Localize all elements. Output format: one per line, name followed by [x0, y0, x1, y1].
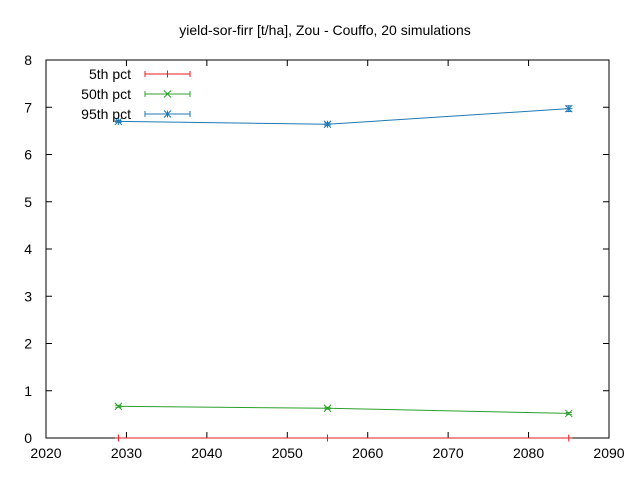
legend-marker [163, 90, 172, 98]
data-point [565, 434, 573, 442]
y-tick-label: 6 [24, 147, 32, 163]
data-point [323, 404, 332, 413]
y-tick-label: 1 [24, 383, 32, 399]
data-point [564, 104, 573, 113]
data-point [114, 402, 123, 411]
y-tick-label: 4 [24, 241, 32, 257]
x-tick-label: 2020 [30, 445, 61, 461]
chart-title: yield-sor-firr [t/ha], Zou - Couffo, 20 … [179, 22, 471, 38]
x-tick-label: 2040 [191, 445, 222, 461]
x-tick-label: 2070 [433, 445, 464, 461]
series-layer [114, 104, 573, 442]
series-2 [114, 104, 573, 129]
y-tick-label: 3 [24, 288, 32, 304]
legend: 5th pct 50th pct 95th pct [81, 66, 191, 122]
y-tick-label: 2 [24, 336, 32, 352]
y-tick-label: 8 [24, 52, 32, 68]
legend-entry: 95th pct [81, 106, 191, 122]
series-0 [114, 434, 573, 442]
series-line [118, 108, 569, 125]
data-point [323, 120, 332, 129]
legend-marker [164, 70, 171, 78]
data-point [114, 117, 123, 126]
series-line [118, 405, 569, 414]
y-tick-label: 0 [24, 430, 32, 446]
x-tick-label: 2090 [593, 445, 624, 461]
series-1 [114, 402, 573, 418]
data-point [324, 434, 331, 442]
x-tick-label: 2030 [111, 445, 142, 461]
x-tick-label: 2050 [272, 445, 303, 461]
legend-label: 50th pct [81, 86, 131, 102]
x-tick-label: 2080 [513, 445, 544, 461]
legend-label: 5th pct [89, 66, 131, 82]
legend-label: 95th pct [81, 106, 131, 122]
x-tick-label: 2060 [352, 445, 383, 461]
legend-marker [163, 110, 172, 118]
legend-entry: 50th pct [81, 86, 191, 102]
legend-entry: 5th pct [89, 66, 191, 82]
y-tick-label: 7 [24, 99, 32, 115]
y-tick-label: 5 [24, 194, 32, 210]
data-point [114, 434, 122, 442]
axes: 2020 2030 2040 2050 2060 2070 2080 2090 0 1 2 3 4 5 6 7… [24, 52, 625, 461]
data-point [564, 409, 573, 418]
